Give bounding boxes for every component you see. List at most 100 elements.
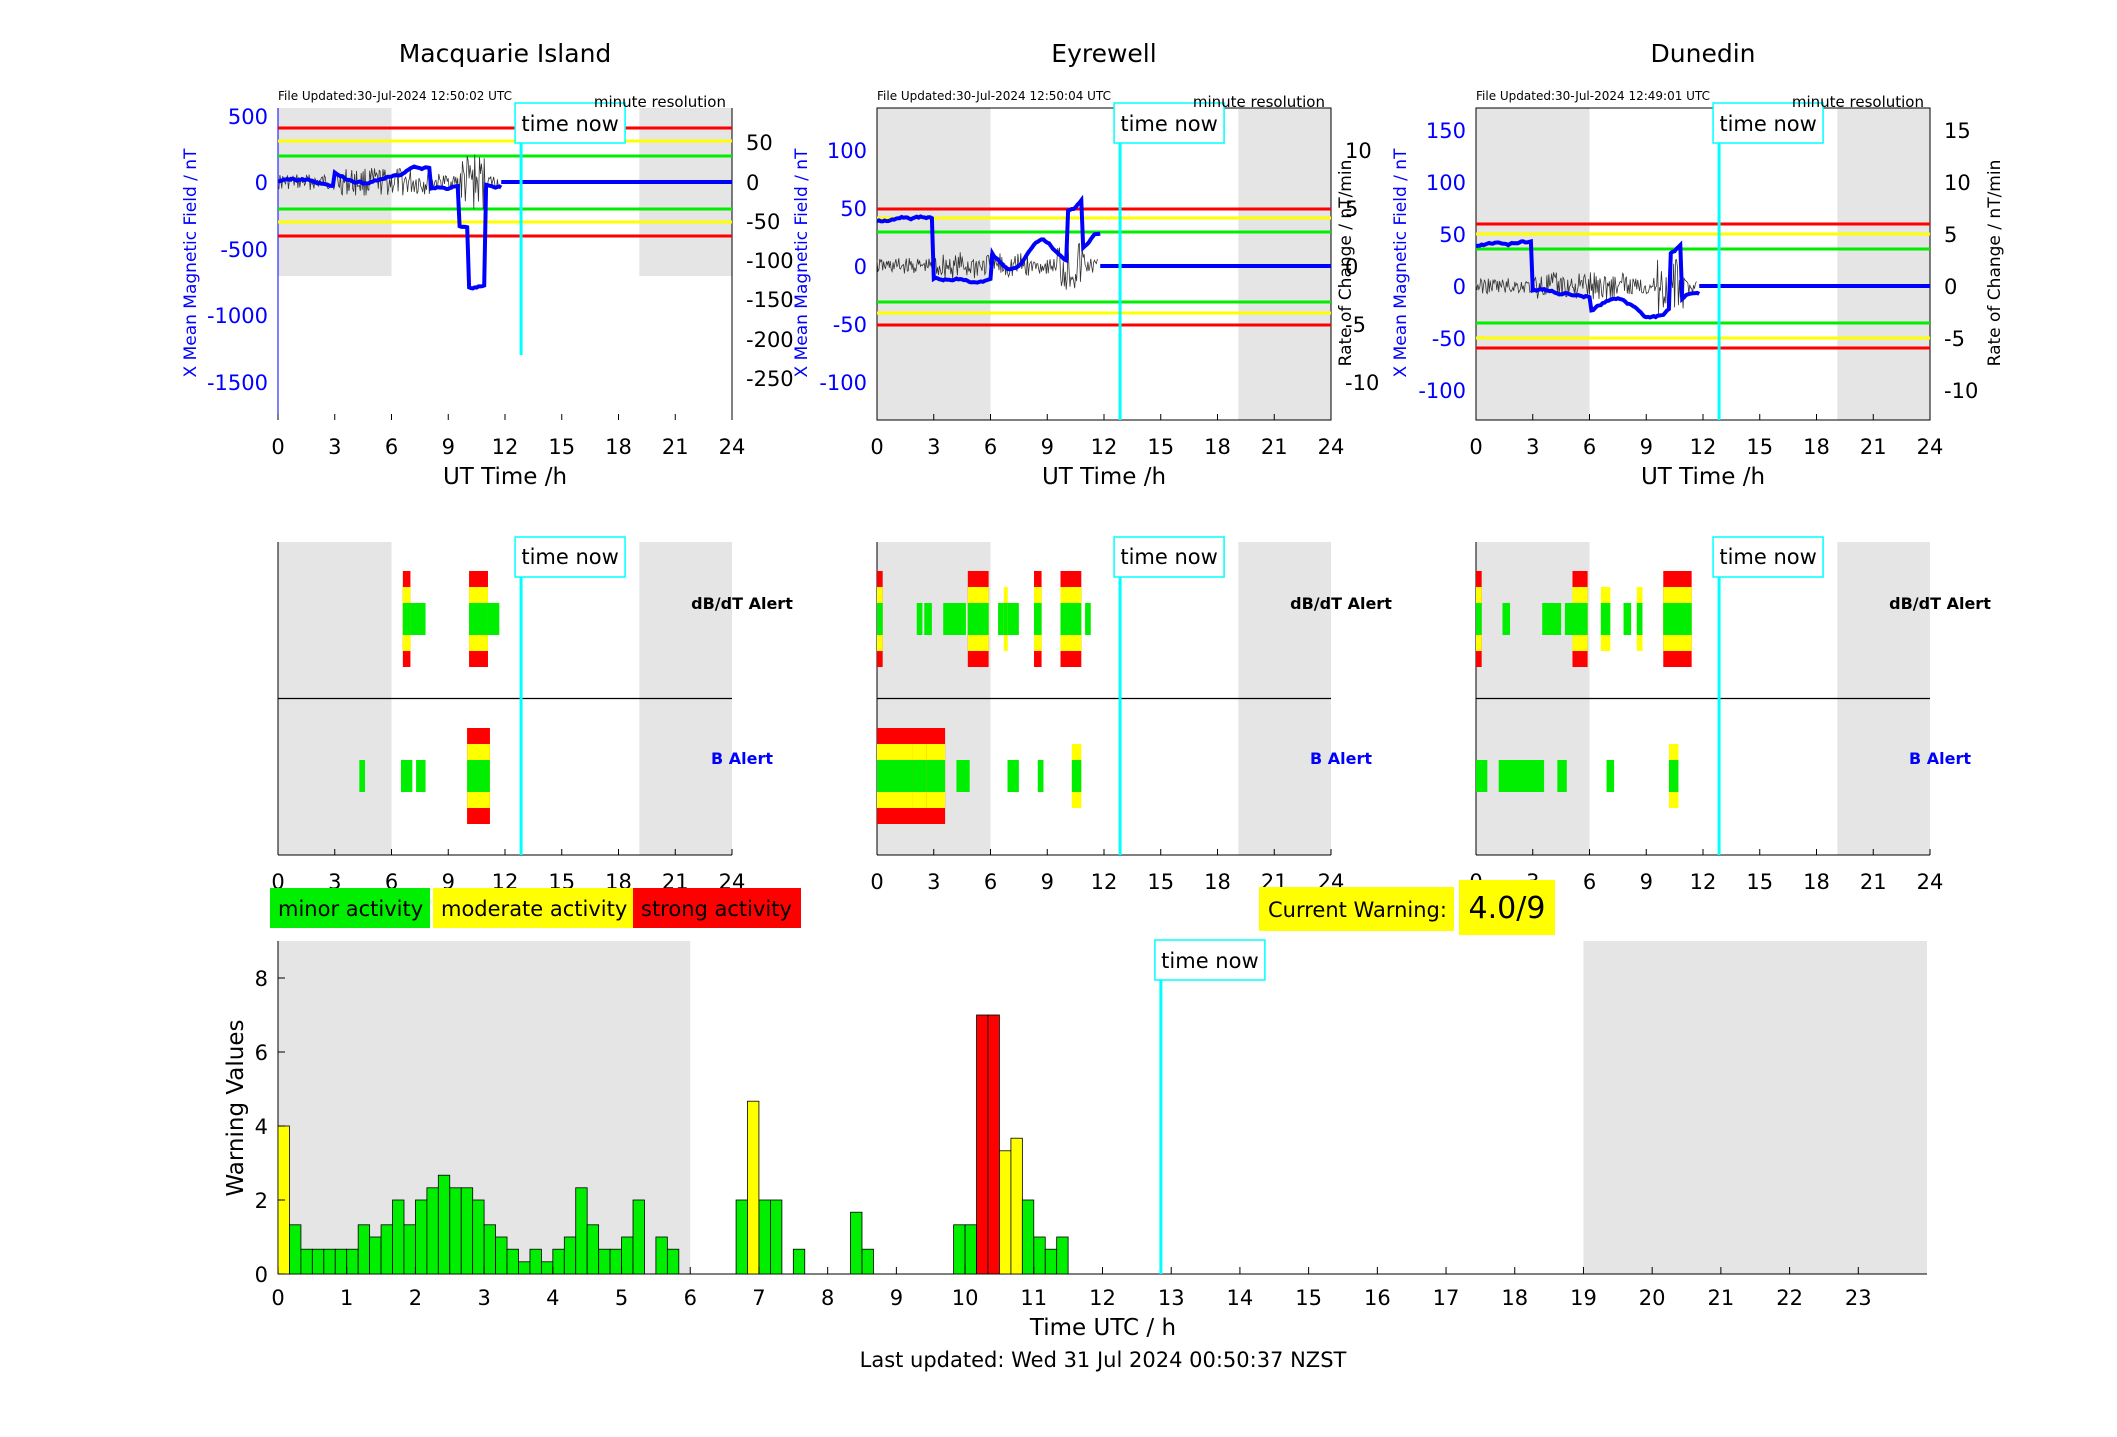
dbdt-alert-label: dB/dT Alert bbox=[1290, 594, 1392, 613]
b-alert-label: B Alert bbox=[1909, 749, 1971, 768]
hour-tick-label: 9 bbox=[1041, 435, 1054, 459]
hour-tick-label: 9 bbox=[1041, 870, 1054, 894]
hour-tick-label: 24 bbox=[719, 435, 746, 459]
hour-tick-label: 0 bbox=[1469, 435, 1482, 459]
hour-tick-label: 12 bbox=[1091, 870, 1118, 894]
x-tick-label: 17 bbox=[1433, 1286, 1460, 1310]
right-tick-label: 10 bbox=[1345, 139, 1372, 163]
dbdt-alert-bar-minor bbox=[1034, 603, 1042, 635]
x-tick-label: 19 bbox=[1570, 1286, 1597, 1310]
b-alert-bar-minor bbox=[416, 760, 426, 792]
dbdt-alert-bar-minor bbox=[1572, 603, 1588, 635]
b-alert-bar-minor bbox=[1557, 760, 1567, 792]
hour-tick-label: 12 bbox=[1690, 870, 1717, 894]
file-updated-text: File Updated:30-Jul-2024 12:50:02 UTC bbox=[278, 89, 512, 103]
hour-tick-label: 9 bbox=[442, 435, 455, 459]
warning-bar bbox=[334, 1248, 348, 1275]
warning-bar bbox=[770, 1199, 783, 1275]
current-warning-label: Current Warning: bbox=[1268, 898, 1447, 922]
dbdt-alert-bar-minor bbox=[1600, 603, 1611, 635]
right-tick-label: 10 bbox=[1944, 171, 1971, 195]
file-updated-text: File Updated:30-Jul-2024 12:50:04 UTC bbox=[877, 89, 1111, 103]
rate-of-change-trace bbox=[876, 242, 1098, 290]
hour-tick-label: 15 bbox=[1746, 435, 1773, 459]
left-tick-label: -50 bbox=[1432, 327, 1466, 351]
b-alert-bar-minor bbox=[400, 760, 413, 792]
warning-bar bbox=[380, 1224, 393, 1275]
left-tick-label: 50 bbox=[1439, 223, 1466, 247]
warning-bar bbox=[311, 1248, 325, 1275]
ut-axis-label: UT Time /h bbox=[1641, 464, 1765, 490]
warning-bar bbox=[346, 1248, 359, 1275]
warning-bar bbox=[976, 1014, 989, 1275]
hour-tick-label: 0 bbox=[870, 870, 883, 894]
right-tick-label: -10 bbox=[1944, 379, 1978, 403]
hour-tick-label: 15 bbox=[1746, 870, 1773, 894]
warning-bar bbox=[598, 1248, 611, 1275]
b-alert-bar-minor bbox=[1037, 760, 1044, 792]
b-alert-bar-minor bbox=[359, 760, 366, 792]
station-panel-2: Dunedin time now File Updated:30-Jul-2024 … bbox=[1391, 39, 2005, 894]
warning-bar bbox=[369, 1236, 382, 1275]
time-now-label: time now bbox=[1719, 112, 1816, 136]
time-now-box bbox=[1712, 102, 1824, 144]
warning-bar bbox=[506, 1248, 519, 1275]
dbdt-alert-bar-minor bbox=[402, 603, 411, 635]
right-tick-label: -50 bbox=[746, 210, 780, 234]
dbdt-alert-label: dB/dT Alert bbox=[1889, 594, 1991, 613]
left-tick-label: 50 bbox=[840, 197, 867, 221]
left-axis-label: X Mean Magnetic Field / nT bbox=[181, 148, 201, 378]
dbdt-alert-bar-minor bbox=[1502, 603, 1511, 635]
dbdt-alert-bar-minor bbox=[1542, 603, 1562, 635]
left-tick-label: 0 bbox=[255, 171, 268, 195]
hour-tick-label: 21 bbox=[1860, 870, 1887, 894]
current-warning-value: 4.0/9 bbox=[1469, 891, 1546, 926]
b-alert-label: B Alert bbox=[711, 749, 773, 768]
b-alert-bar-minor bbox=[1476, 760, 1488, 792]
warning-bar bbox=[415, 1199, 428, 1275]
warning-bar bbox=[987, 1014, 1000, 1275]
hour-tick-label: 3 bbox=[1526, 435, 1539, 459]
hour-tick-label: 12 bbox=[492, 435, 519, 459]
legend-moderate-label: moderate activity bbox=[441, 897, 627, 921]
x-tick-label: 16 bbox=[1364, 1286, 1391, 1310]
hour-tick-label: 6 bbox=[1583, 435, 1596, 459]
station-title: Dunedin bbox=[1651, 39, 1756, 68]
right-axis-label: Rate of Change / nT/min bbox=[1336, 160, 1356, 367]
x-tick-label: 12 bbox=[1089, 1286, 1116, 1310]
dbdt-alert-bar-minor bbox=[1003, 603, 1008, 635]
warning-bar bbox=[953, 1224, 966, 1275]
b-alert-bar-strong bbox=[467, 728, 490, 744]
left-tick-label: 0 bbox=[854, 255, 867, 279]
x-tick-label: 10 bbox=[952, 1286, 979, 1310]
time-now-box bbox=[1113, 102, 1225, 144]
hour-tick-label: 12 bbox=[1091, 435, 1118, 459]
dbdt-alert-bar-minor bbox=[1060, 603, 1082, 635]
resolution-text: minute resolution bbox=[594, 93, 726, 111]
x-tick-label: 22 bbox=[1776, 1286, 1803, 1310]
x-tick-label: 21 bbox=[1708, 1286, 1735, 1310]
time-now-label: time now bbox=[521, 545, 618, 569]
x-tick-label: 6 bbox=[684, 1286, 697, 1310]
hour-tick-label: 6 bbox=[1583, 870, 1596, 894]
warning-bar bbox=[495, 1236, 508, 1275]
b-alert-bar-minor bbox=[1668, 760, 1679, 792]
mean-field-trace bbox=[277, 164, 503, 291]
hour-tick-label: 9 bbox=[1640, 435, 1653, 459]
y-axis-title: Warning Values bbox=[223, 1019, 249, 1196]
left-tick-label: -500 bbox=[220, 238, 268, 262]
warning-bar bbox=[300, 1248, 313, 1275]
y-tick-label: 8 bbox=[255, 967, 268, 991]
right-tick-label: -100 bbox=[746, 249, 794, 273]
warning-bar bbox=[357, 1224, 371, 1275]
dbdt-alert-bar-minor bbox=[487, 603, 500, 635]
station-panel-0: Macquarie Island time now File Updated:30-… bbox=[181, 39, 794, 894]
hour-tick-label: 15 bbox=[1147, 870, 1174, 894]
warning-bar bbox=[1056, 1236, 1069, 1275]
right-tick-label: 0 bbox=[1345, 255, 1358, 279]
x-tick-label: 3 bbox=[477, 1286, 490, 1310]
warning-bar bbox=[575, 1187, 588, 1275]
left-tick-label: -100 bbox=[819, 371, 867, 395]
